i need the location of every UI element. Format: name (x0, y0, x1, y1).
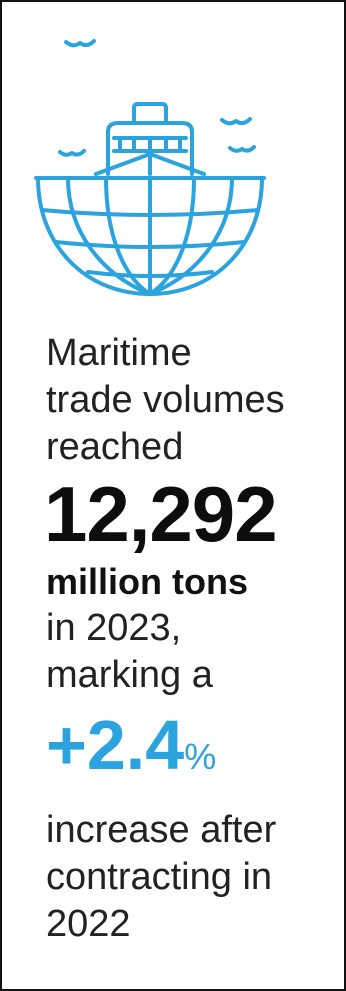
ship-with-globe-hull-icon (34, 39, 266, 296)
stat-text-block: Maritime trade volumes reached 12,292 mill… (44, 330, 336, 948)
change-value: +2.4 (46, 706, 185, 784)
stat-lead-text: Maritime trade volumes reached (46, 332, 285, 468)
stat-value: 12,292 (44, 470, 278, 558)
bird-icon (58, 149, 86, 157)
stat-unit: million tons (46, 561, 248, 602)
bird-icon (220, 117, 252, 126)
stat-change: +2.4% (46, 705, 336, 805)
bird-icon (228, 145, 256, 153)
stat-tail-text: increase after contracting in 2022 (46, 809, 277, 945)
change-unit: % (184, 736, 217, 777)
bird-icon (64, 39, 96, 48)
stat-mid-text: in 2023, marking a (46, 607, 213, 696)
